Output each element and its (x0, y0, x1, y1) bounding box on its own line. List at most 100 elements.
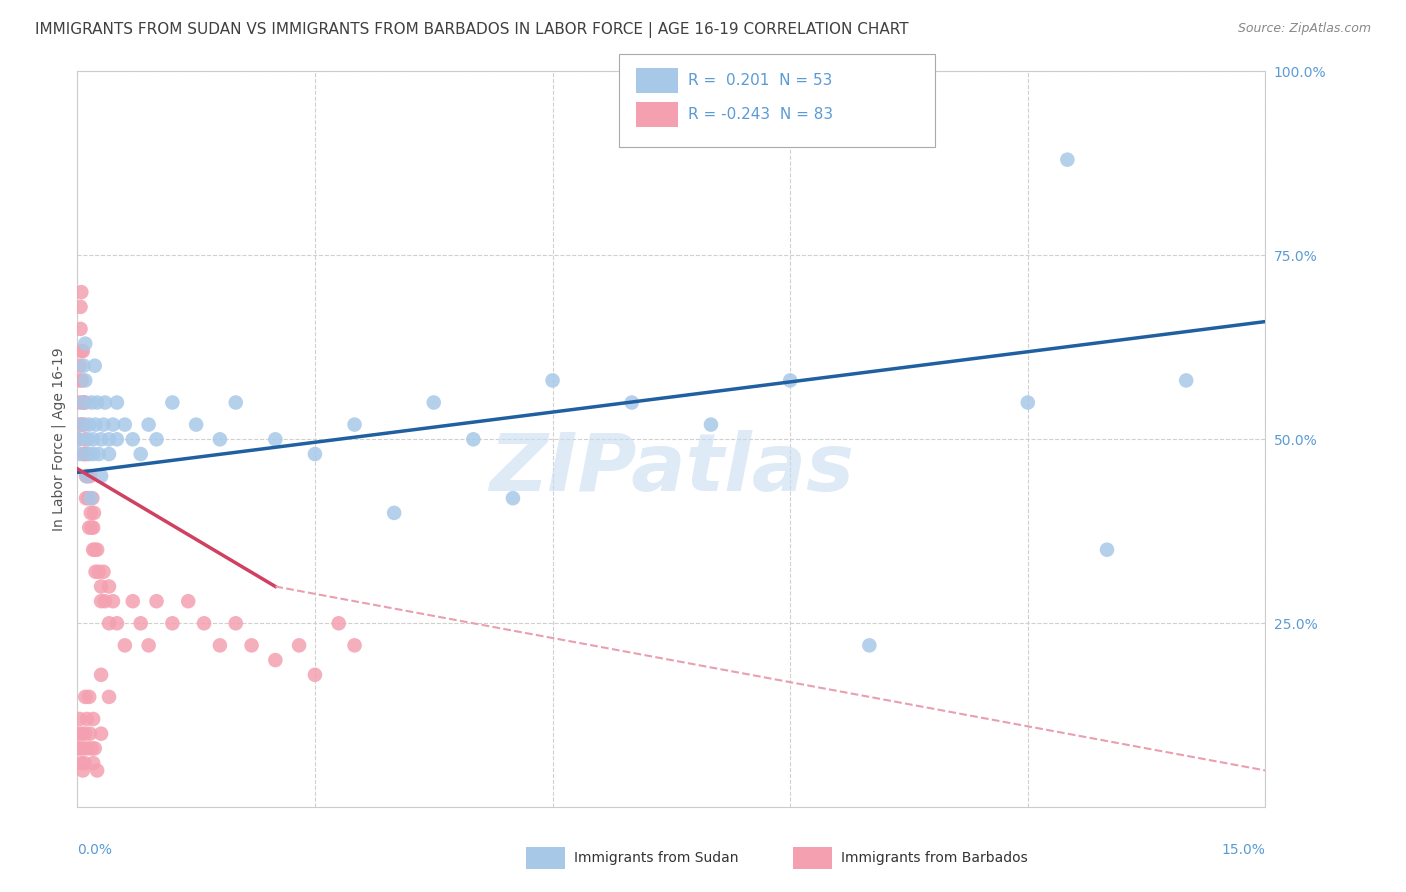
Point (343, 639, 366, 653)
Point (82, 447, 104, 461)
Point (98, 433, 121, 447)
Point (72, 395, 94, 409)
Text: R = -0.243  N = 83: R = -0.243 N = 83 (688, 107, 832, 121)
Point (76, 469, 98, 483)
Point (76, 741, 98, 756)
Point (105, 395, 128, 409)
Point (225, 395, 247, 409)
Point (70, 285, 93, 300)
Point (75, 690, 97, 704)
Point (208, 639, 231, 653)
Point (288, 639, 311, 653)
Point (90, 580, 112, 594)
Point (72, 395, 94, 409)
Point (620, 395, 643, 409)
Point (101, 417, 124, 432)
Point (73, 447, 96, 461)
Point (225, 616, 247, 631)
Point (83, 741, 105, 756)
Point (98, 690, 121, 704)
Point (82, 433, 104, 447)
Point (94, 395, 117, 409)
Point (69, 741, 91, 756)
Point (240, 639, 263, 653)
Point (82, 712, 104, 726)
Point (1175, 374, 1198, 388)
Text: Immigrants from Sudan: Immigrants from Sudan (574, 851, 738, 865)
Point (75, 374, 97, 388)
Text: 15.0%: 15.0% (1222, 843, 1265, 857)
Point (129, 447, 152, 461)
Point (1095, 542, 1118, 557)
Point (145, 433, 167, 447)
Text: IMMIGRANTS FROM SUDAN VS IMMIGRANTS FROM BARBADOS IN LABOR FORCE | AGE 16-19 COR: IMMIGRANTS FROM SUDAN VS IMMIGRANTS FROM… (35, 22, 908, 38)
Point (105, 433, 128, 447)
Point (98, 580, 121, 594)
Point (1017, 395, 1039, 409)
Point (77, 447, 100, 461)
Point (82, 521, 104, 535)
Point (145, 594, 167, 608)
Point (90, 726, 112, 740)
Point (90, 433, 112, 447)
Point (208, 433, 231, 447)
Point (76, 469, 98, 483)
Point (264, 433, 287, 447)
Point (105, 616, 128, 631)
Point (69, 300, 91, 314)
Point (304, 667, 326, 681)
Point (73, 395, 96, 409)
Point (93, 565, 115, 579)
Point (502, 491, 524, 505)
Point (423, 395, 446, 409)
Point (779, 374, 801, 388)
Point (67, 433, 90, 447)
Point (67, 741, 90, 756)
Point (382, 506, 405, 520)
Point (83, 542, 105, 557)
Point (69, 374, 91, 388)
Point (76, 712, 98, 726)
Point (75, 469, 97, 483)
Point (73, 741, 96, 756)
Point (80, 521, 103, 535)
Text: R =  0.201  N = 53: R = 0.201 N = 53 (688, 73, 832, 87)
Point (73, 447, 96, 461)
Point (70, 756, 93, 770)
Point (1056, 153, 1078, 167)
Point (70, 374, 93, 388)
Point (328, 616, 350, 631)
Point (264, 653, 287, 667)
Point (76, 447, 98, 461)
Text: Source: ZipAtlas.com: Source: ZipAtlas.com (1237, 22, 1371, 36)
Point (193, 616, 215, 631)
Point (84, 417, 107, 432)
Point (83, 359, 105, 373)
Point (75, 433, 97, 447)
Point (79, 469, 101, 483)
Point (69, 712, 91, 726)
Point (87, 447, 110, 461)
Point (162, 395, 184, 409)
Point (73, 417, 96, 432)
Point (86, 764, 108, 778)
Point (79, 726, 101, 740)
Point (541, 374, 564, 388)
Point (463, 433, 485, 447)
Point (70, 417, 93, 432)
Point (90, 594, 112, 608)
Point (129, 616, 152, 631)
Point (87, 565, 110, 579)
Point (70, 417, 93, 432)
Point (700, 417, 723, 432)
Point (67, 417, 90, 432)
Point (76, 433, 98, 447)
Point (67, 433, 90, 447)
Point (93, 417, 115, 432)
Text: Immigrants from Barbados: Immigrants from Barbados (841, 851, 1028, 865)
Point (72, 344, 94, 359)
Point (80, 506, 103, 520)
Point (114, 417, 136, 432)
Point (858, 639, 880, 653)
Point (186, 417, 208, 432)
